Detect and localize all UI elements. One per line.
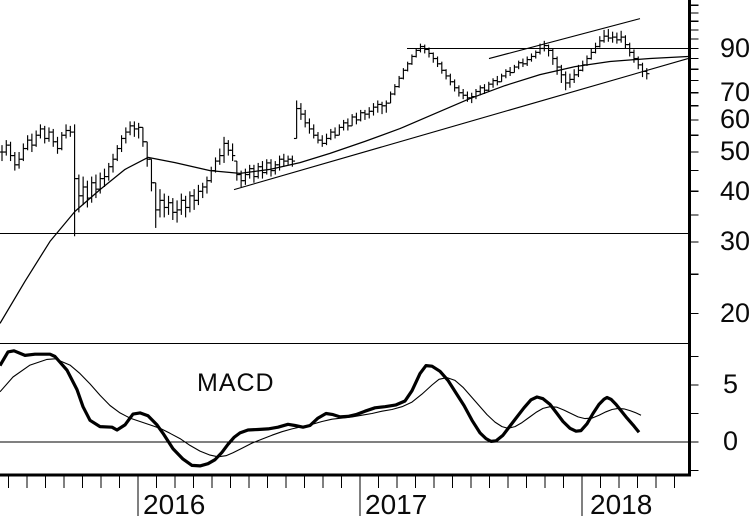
- y-axis-label-60: 60: [720, 104, 751, 134]
- y-axis-label-20: 20: [720, 298, 751, 328]
- y-axis-label-70: 70: [720, 77, 751, 107]
- y-axis-label-50: 50: [720, 136, 751, 166]
- macd-signal-line: [0, 358, 642, 458]
- y-axis-label-30: 30: [720, 226, 751, 256]
- y-axis-label-0: 0: [723, 426, 739, 456]
- x-axis-label-2017: 2017: [365, 489, 428, 518]
- x-axis-label-2016: 2016: [143, 489, 206, 518]
- y-axis-label-90: 90: [720, 33, 751, 63]
- y-axis-label-40: 40: [720, 176, 751, 206]
- channel-top-trendline: [488, 18, 641, 60]
- x-axis-label-2018: 2018: [590, 489, 653, 518]
- macd-main-line: [0, 349, 641, 468]
- support-trendline: [233, 58, 689, 191]
- moving-average-line: [0, 55, 689, 324]
- y-axis-label-5: 5: [723, 369, 739, 399]
- macd-indicator-label: MACD: [197, 369, 275, 397]
